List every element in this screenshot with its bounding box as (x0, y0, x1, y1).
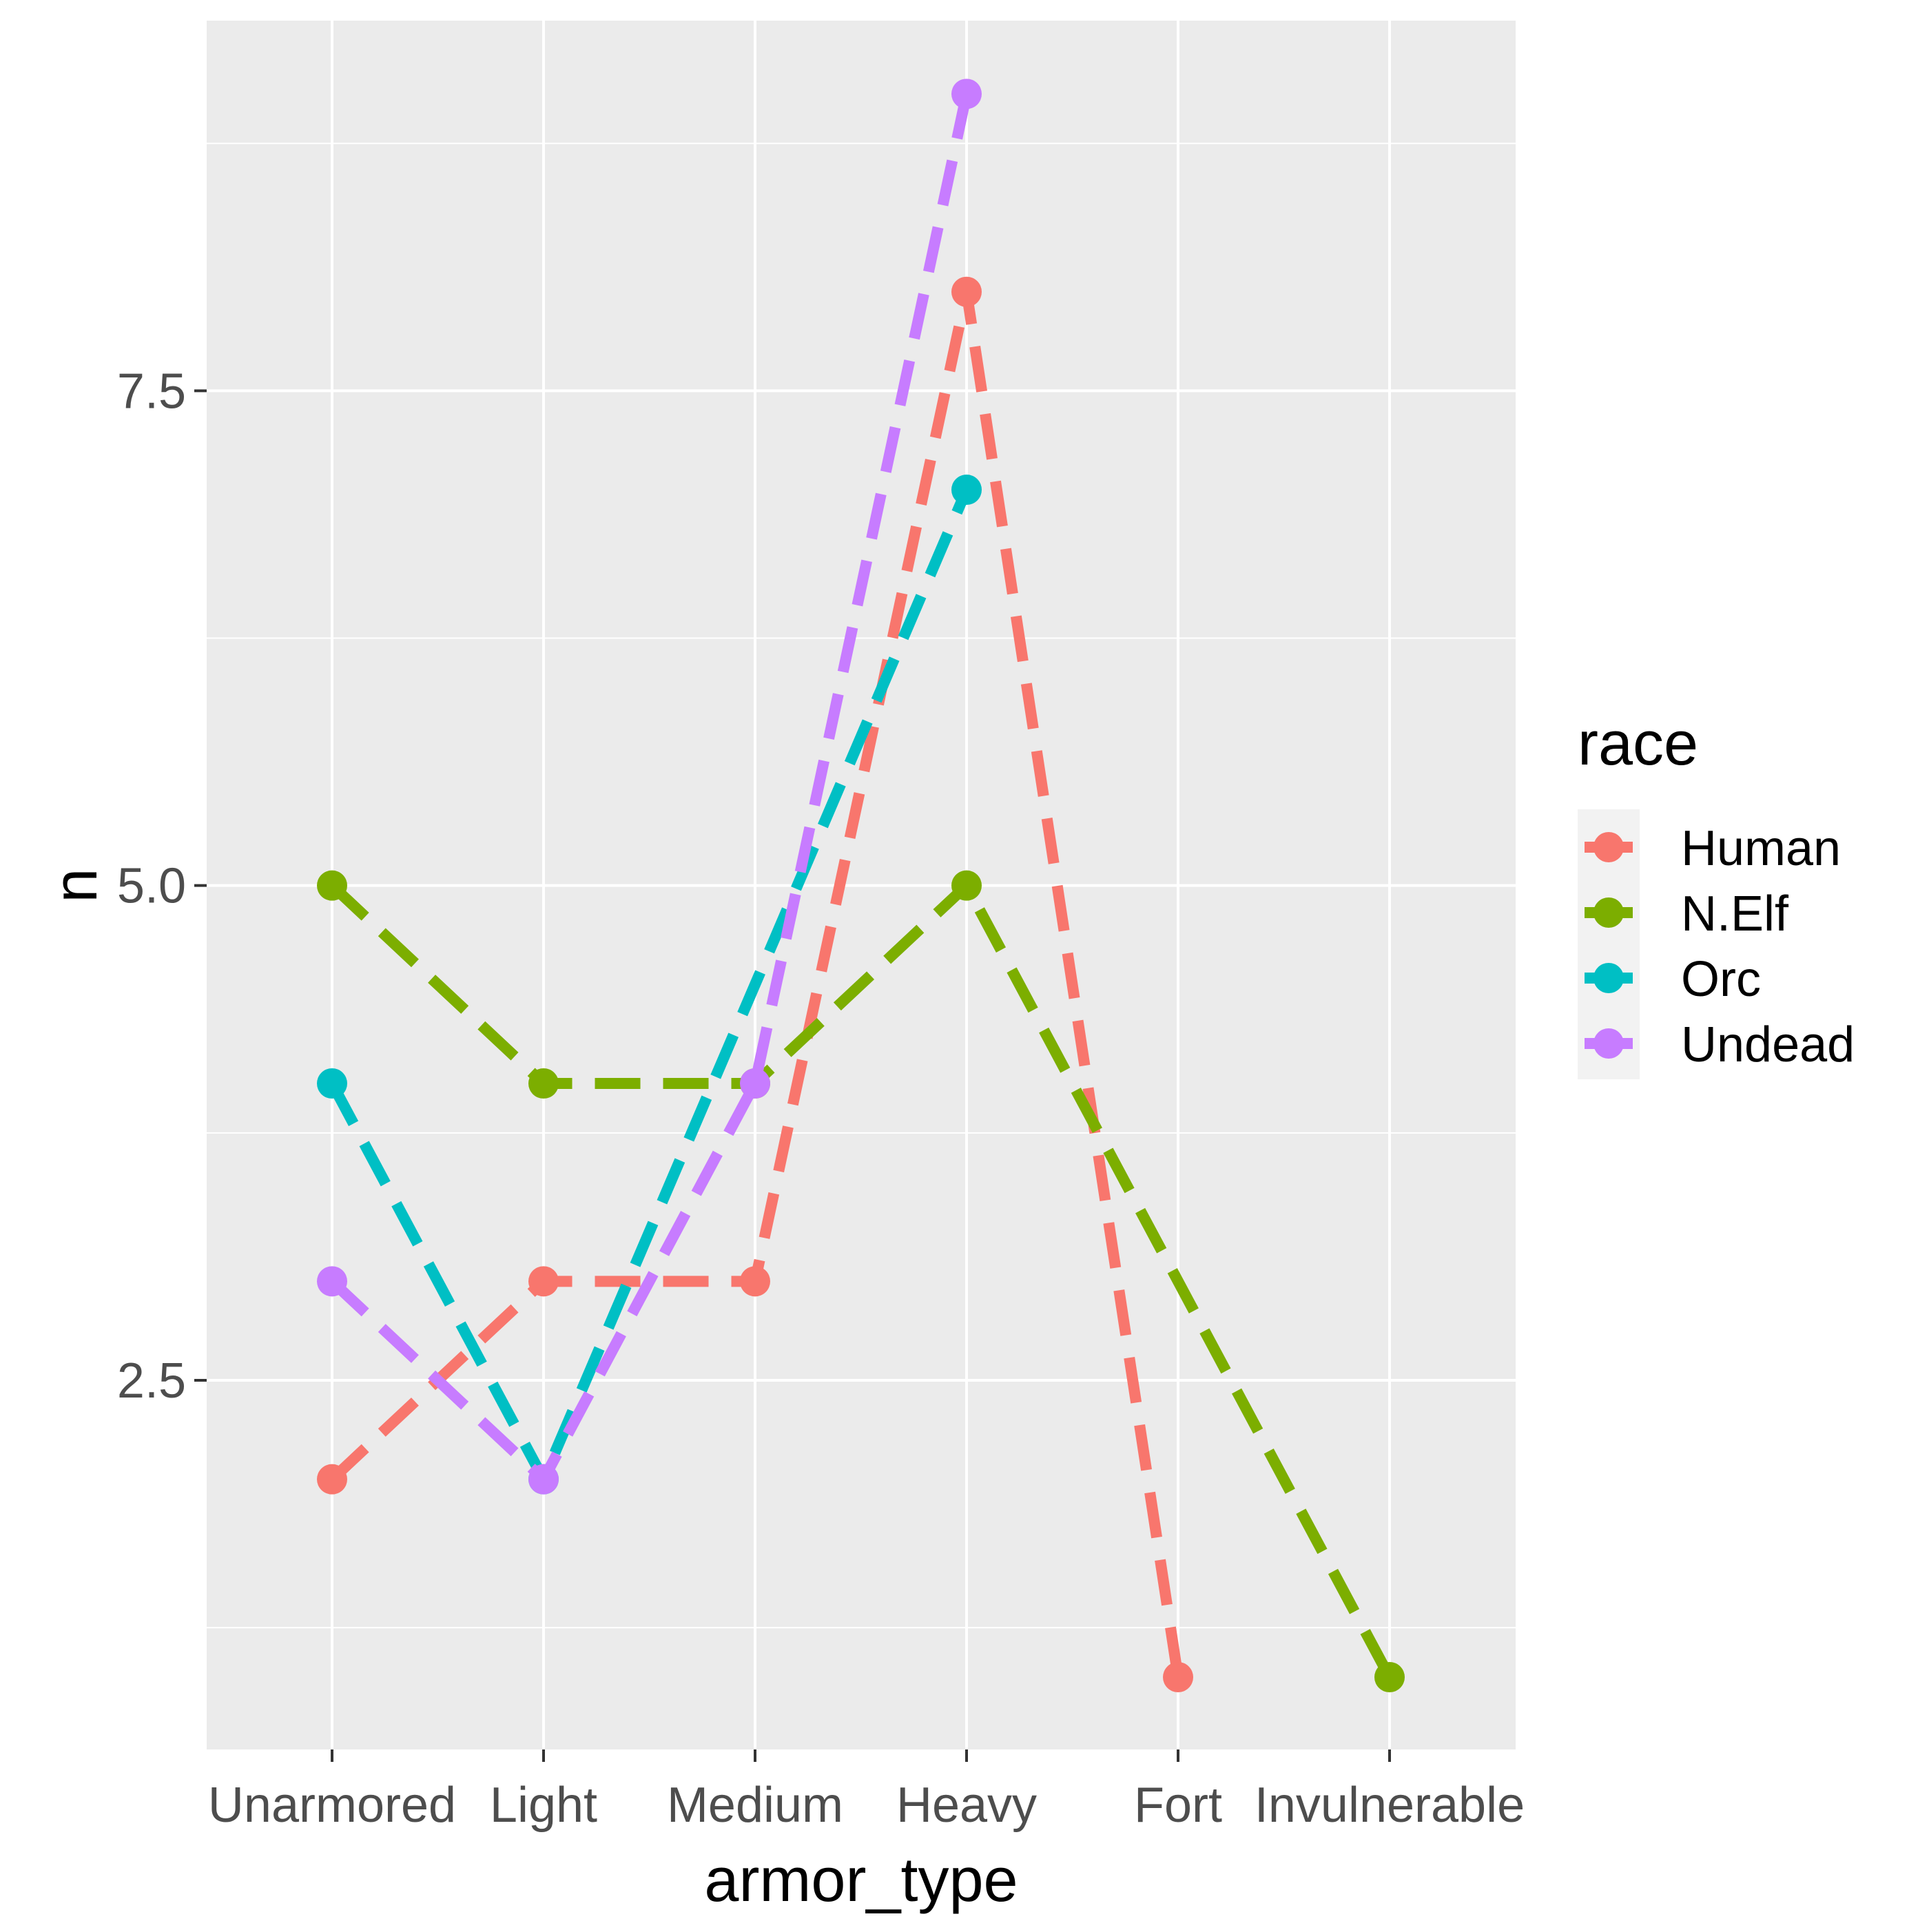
legend-key-point (1593, 1028, 1624, 1059)
legend-key-point (1593, 832, 1624, 862)
data-point (317, 870, 347, 901)
legend-label: Orc (1681, 952, 1761, 1007)
x-tick-label: Unarmored (208, 1778, 456, 1833)
x-tick-label: Medium (667, 1778, 843, 1833)
series-line (328, 92, 972, 1485)
data-point (1163, 1662, 1193, 1692)
x-tick-label: Heavy (896, 1778, 1037, 1833)
legend-label: Human (1681, 821, 1841, 876)
legend-title: race (1578, 709, 1698, 778)
legend: race Human N.Elf Orc Undead (1578, 709, 1855, 1079)
x-tick-label: Invulnerable (1255, 1778, 1525, 1833)
series-human (317, 276, 1193, 1692)
legend-item: Human (1585, 821, 1841, 876)
y-tick-label: 5.0 (117, 859, 186, 914)
x-axis-title: armor_type (704, 1846, 1018, 1915)
series-undead (317, 79, 982, 1495)
data-point (951, 475, 982, 506)
data-point (951, 870, 982, 901)
legend-key-point (1593, 897, 1624, 928)
data-point (317, 1068, 347, 1099)
legend-item: Undead (1585, 1017, 1855, 1072)
x-tick-label: Light (490, 1778, 597, 1833)
legend-label: Undead (1681, 1017, 1855, 1072)
legend-item: Orc (1585, 952, 1761, 1007)
data-point (1374, 1662, 1405, 1692)
series-layer (317, 79, 1405, 1692)
data-point (740, 1266, 770, 1297)
data-point (528, 1464, 559, 1495)
data-point (528, 1068, 559, 1099)
data-point (951, 79, 982, 110)
data-point (528, 1266, 559, 1297)
legend-items: Human N.Elf Orc Undead (1578, 809, 1855, 1079)
axis-layer: 2.5 5.0 7.5 Unarmored Light Medium Heavy Fort In… (117, 364, 1525, 1833)
data-point (951, 276, 982, 307)
y-tick-label: 2.5 (117, 1353, 186, 1409)
legend-key-point (1593, 963, 1624, 993)
data-point (317, 1464, 347, 1495)
y-axis-title: n (41, 869, 110, 903)
legend-item: N.Elf (1585, 886, 1789, 942)
y-tick-label: 7.5 (117, 364, 186, 419)
data-point (740, 1068, 770, 1099)
x-tick-label: Fort (1134, 1778, 1222, 1833)
legend-label: N.Elf (1681, 886, 1789, 942)
data-point (317, 1266, 347, 1297)
